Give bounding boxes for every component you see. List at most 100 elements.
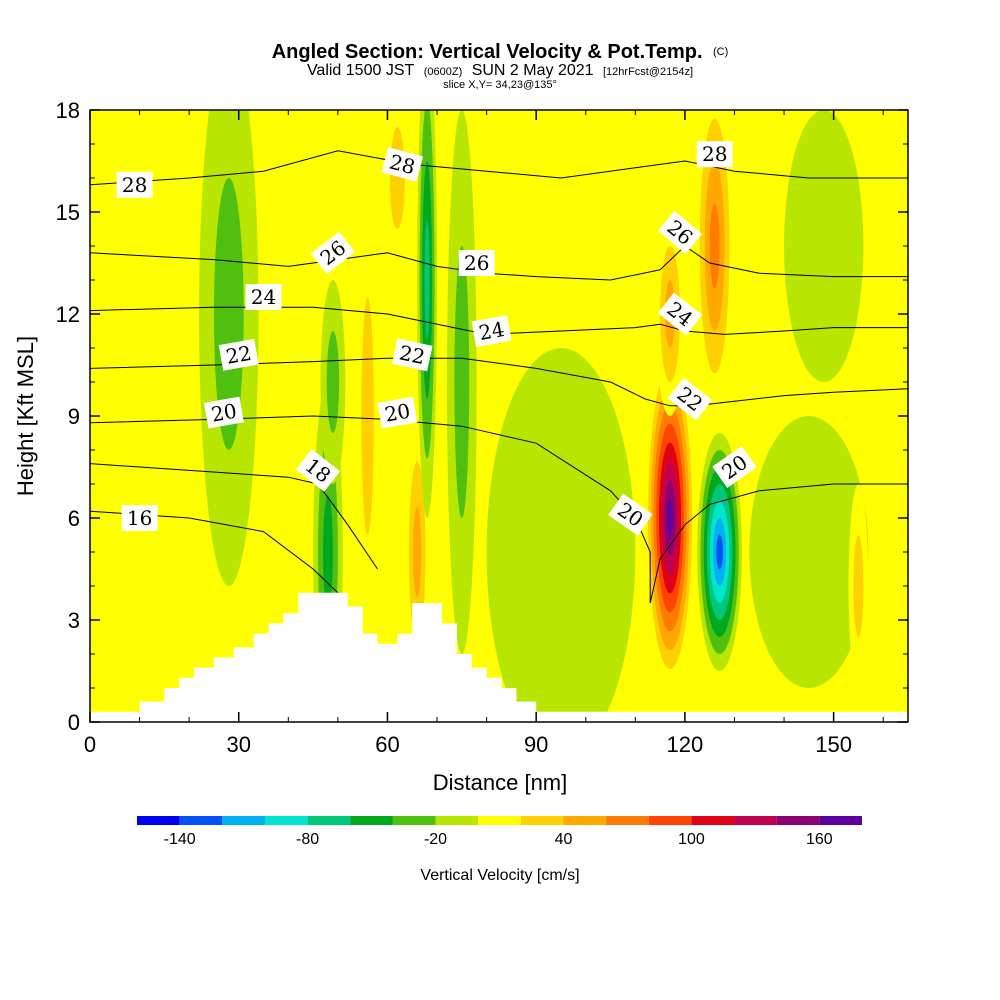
- y-tick-label: 6: [68, 506, 80, 531]
- contour-label: 28: [381, 147, 424, 182]
- contour-label-box: [667, 377, 713, 421]
- contour-label-box: [696, 141, 733, 168]
- velocity-band: [323, 495, 333, 609]
- velocity-band: [361, 297, 374, 535]
- velocity-band: [716, 535, 723, 569]
- contour-label: 28: [696, 141, 733, 168]
- velocity-band: [213, 178, 244, 450]
- contour-label: 20: [377, 396, 418, 429]
- colorbar-swatch: [307, 816, 351, 825]
- contour-label-text: 22: [397, 340, 427, 369]
- velocity-cell: [320, 280, 346, 484]
- contour-label-box: [381, 147, 424, 182]
- velocity-cell: [694, 110, 735, 416]
- x-tick-label: 120: [667, 732, 704, 757]
- x-tick-label: 150: [815, 732, 852, 757]
- contour-label-box: [712, 446, 757, 488]
- velocity-cell: [486, 348, 636, 722]
- velocity-cell: [784, 110, 864, 382]
- colorbar-label: Vertical Velocity [cm/s]: [420, 867, 579, 884]
- contour-label-box: [657, 292, 703, 336]
- contour-label: 26: [458, 250, 495, 276]
- colorbar-swatch: [392, 816, 436, 825]
- x-tick-label: 60: [375, 732, 399, 757]
- colorbar-swatch: [691, 816, 735, 825]
- x-tick-label: 90: [524, 732, 548, 757]
- contour-label-text: 24: [477, 317, 506, 345]
- velocity-band: [551, 110, 671, 348]
- y-tick-label: 0: [68, 710, 80, 735]
- contour-label-text: 24: [251, 285, 276, 309]
- theta-contour-26: [90, 245, 908, 281]
- contour-label: 20: [203, 396, 244, 429]
- velocity-band: [784, 110, 864, 382]
- colorbar-swatch: [478, 816, 521, 825]
- chart-title: Angled Section: Vertical Velocity & Pot.…: [272, 41, 729, 63]
- contour-label-text: 20: [383, 399, 412, 427]
- contour-label-box: [295, 449, 341, 492]
- contour-label-box: [218, 338, 259, 371]
- theta-contour-22: [90, 357, 908, 407]
- contour-label-box: [245, 284, 282, 310]
- y-axis: 0 3 6 9 12 15 18: [56, 98, 908, 735]
- colorbar-tick-label: 40: [555, 831, 573, 848]
- y-tick-label: 9: [68, 404, 80, 429]
- colorbar-swatch: [264, 816, 308, 825]
- colorbar-swatch: [563, 816, 607, 825]
- theta-contour-18: [90, 463, 378, 570]
- theta-contour-24: [90, 306, 908, 335]
- colorbar-swatch: [606, 816, 649, 825]
- contour-label: 24: [245, 284, 282, 310]
- colorbar-swatch: [776, 816, 820, 825]
- x-tick-label: 0: [84, 732, 96, 757]
- contour-label: 22: [218, 338, 259, 371]
- colorbar-swatch: [734, 816, 777, 825]
- colorbar-swatch: [137, 816, 180, 825]
- velocity-band: [424, 220, 430, 340]
- colorbar-swatch: [648, 816, 692, 825]
- title-unit: (C): [713, 46, 728, 58]
- contour-label-text: 28: [702, 142, 727, 166]
- contour-label: 24: [471, 315, 512, 347]
- velocity-band: [667, 499, 673, 537]
- contour-label-box: [391, 338, 433, 372]
- contour-label-box: [310, 231, 356, 275]
- subtitle-utc: (0600Z): [424, 66, 463, 78]
- subtitle-forecast: [12hrFcst@2154z]: [603, 66, 693, 78]
- velocity-band: [90, 110, 185, 722]
- contour-label-box: [657, 210, 703, 254]
- contour-label-box: [203, 396, 244, 429]
- velocity-cell: [697, 433, 742, 671]
- velocity-cell: [417, 110, 438, 518]
- terrain-shape: [90, 592, 908, 722]
- chart-slice-info: slice X,Y= 34,23@135°: [443, 79, 557, 91]
- velocity-cell: [551, 110, 671, 348]
- colorbar-tick-label: -80: [296, 831, 319, 848]
- contour-label-box: [116, 171, 153, 198]
- colorbar-tick-label: -140: [164, 831, 196, 848]
- velocity-cell: [446, 110, 477, 654]
- y-axis-label: Height [Kft MSL]: [13, 336, 38, 496]
- x-axis-label: Distance [nm]: [433, 770, 568, 795]
- contour-label-box: [377, 396, 418, 429]
- velocity-cell: [199, 110, 259, 586]
- y-tick-label: 3: [68, 608, 80, 633]
- contour-label-text: 16: [127, 506, 152, 530]
- colorbar-swatch: [179, 816, 223, 825]
- theta-contour-20: [90, 415, 908, 604]
- y-tick-label: 18: [56, 98, 80, 123]
- velocity-cell: [355, 178, 381, 654]
- subtitle-valid: Valid 1500 JST: [307, 62, 415, 79]
- colorbar-tick-label: 160: [806, 831, 833, 848]
- colorbar-tick-label: -20: [424, 831, 447, 848]
- velocity-band: [326, 331, 340, 433]
- colorbar-tick-label: 100: [678, 831, 705, 848]
- colorbar-swatch: [819, 816, 862, 825]
- theta-contour-28: [90, 150, 908, 186]
- velocity-band: [853, 535, 864, 637]
- velocity-band: [389, 127, 405, 229]
- colorbar: -140 -80 -20 40 100 160: [137, 816, 862, 848]
- contour-label-text: 20: [209, 399, 238, 427]
- velocity-band: [454, 246, 470, 518]
